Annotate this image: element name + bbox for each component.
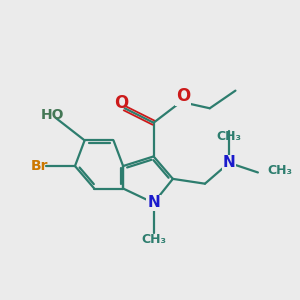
Text: HO: HO	[41, 108, 64, 122]
Text: O: O	[176, 87, 190, 105]
Text: CH₃: CH₃	[268, 164, 292, 177]
Text: N: N	[223, 155, 236, 170]
Text: CH₃: CH₃	[217, 130, 242, 143]
Text: CH₃: CH₃	[141, 233, 166, 246]
Text: Br: Br	[30, 159, 48, 173]
Text: N: N	[147, 196, 160, 211]
Text: O: O	[114, 94, 128, 112]
